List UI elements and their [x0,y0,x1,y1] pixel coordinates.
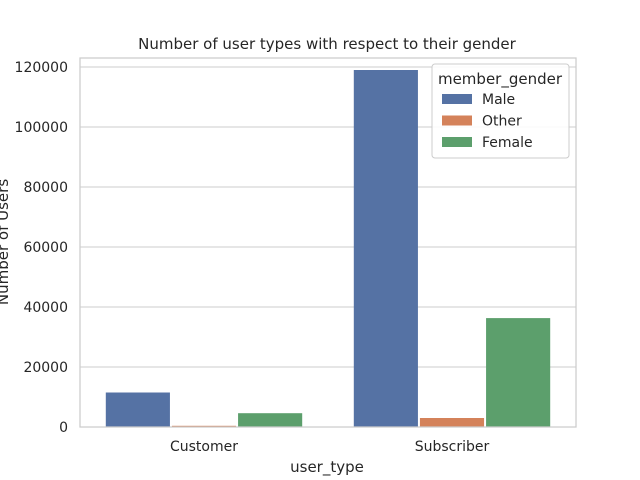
grid-lines [80,66,576,428]
legend-swatch-other [442,115,472,126]
y-tick-label: 80000 [23,180,68,196]
x-tick-label: Customer [170,439,238,455]
chart-title: Number of user types with respect to the… [138,35,516,53]
y-tick-labels: 0 20000 40000 60000 80000 100000 120000 [15,60,68,436]
legend-swatch-female [442,137,472,147]
x-axis-title: user_type [290,458,364,477]
legend-title: member_gender [438,70,563,89]
bar-subscriber-other [419,418,485,427]
y-tick-label: 120000 [15,60,68,76]
y-tick-label: 0 [59,420,68,436]
bar-customer-female [238,413,303,427]
legend-label-female: Female [482,135,533,151]
x-tick-labels: Customer Subscriber [170,439,490,455]
y-tick-label: 20000 [23,360,68,376]
x-tick-label: Subscriber [415,439,490,455]
plot-frame [79,57,577,428]
bar-subscriber-male [353,70,418,427]
y-axis-title: Number of Users [0,179,12,305]
bar-subscriber-female [486,318,551,427]
legend-label-other: Other [482,114,522,130]
bar-customer-male [105,392,170,427]
y-tick-label: 100000 [15,120,68,136]
legend-box [431,63,570,159]
legend-label-male: Male [482,92,515,108]
y-tick-label: 60000 [23,240,68,256]
bars [105,70,551,427]
y-tick-label: 40000 [23,300,68,316]
legend-swatch-male [442,94,472,104]
legend-items: Male Other Female [442,92,533,151]
legend: member_gender Male Other Female [431,63,570,159]
